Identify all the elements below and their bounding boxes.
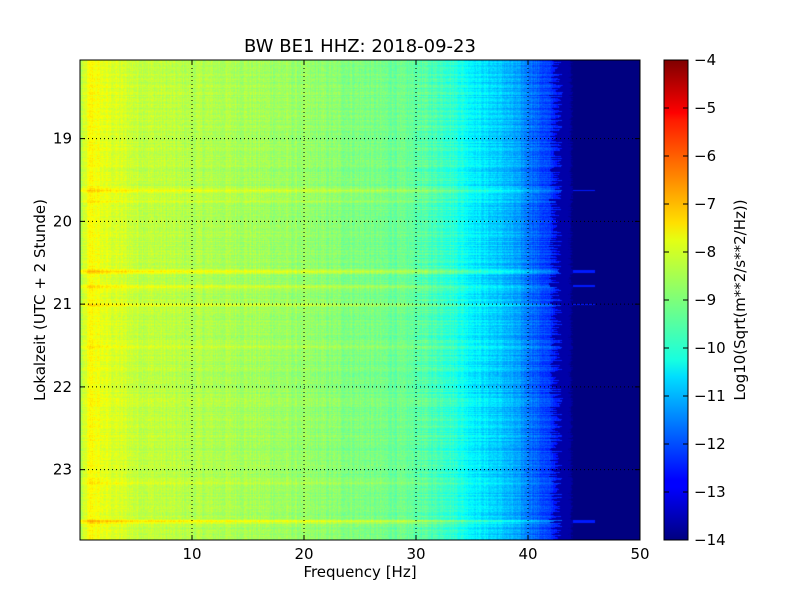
colorbar-tick-label: −10 <box>694 339 726 357</box>
heatmap-container <box>80 60 640 540</box>
colorbar-tick-label: −7 <box>694 195 716 213</box>
x-tick-label: 40 <box>518 545 537 563</box>
colorbar-ticks: −4 −5 −6 −7 −8 −9 −10 −11 −12 −13 −14 <box>664 51 726 549</box>
colorbar-tick-label: −5 <box>694 99 716 117</box>
y-tick-label: 22 <box>53 378 72 396</box>
x-tick-label: 20 <box>294 545 313 563</box>
colorbar-label: Log10(Sqrt(m**2/s**2/Hz)) <box>731 199 749 400</box>
colorbar-tick-label: −13 <box>694 483 726 501</box>
x-tick-label: 50 <box>630 545 649 563</box>
x-tick-label: 10 <box>182 545 201 563</box>
y-tick-label: 19 <box>53 130 72 148</box>
y-tick-label: 23 <box>53 461 72 479</box>
y-tick-label: 21 <box>53 295 72 313</box>
x-axis-label: Frequency [Hz] <box>303 563 416 581</box>
colorbar-tick-label: −14 <box>694 531 726 549</box>
heatmap-image <box>80 60 640 540</box>
chart-title: BW BE1 HHZ: 2018-09-23 <box>244 36 476 57</box>
colorbar-tick-label: −12 <box>694 435 726 453</box>
colorbar-tick-label: −4 <box>694 51 716 69</box>
y-axis-label: Lokalzeit (UTC + 2 Stunde) <box>31 199 49 401</box>
colorbar-tick-label: −6 <box>694 147 716 165</box>
colorbar-tick-label: −11 <box>694 387 726 405</box>
plot-frame <box>79 59 641 541</box>
x-tick-label: 30 <box>406 545 425 563</box>
axis-ticks: 10 20 30 40 50 19 20 21 22 23 <box>53 60 650 563</box>
colorbar-tick-label: −9 <box>694 291 716 309</box>
y-tick-label: 20 <box>53 212 72 230</box>
grid-lines <box>80 60 640 540</box>
colorbar-tick-label: −8 <box>694 243 716 261</box>
